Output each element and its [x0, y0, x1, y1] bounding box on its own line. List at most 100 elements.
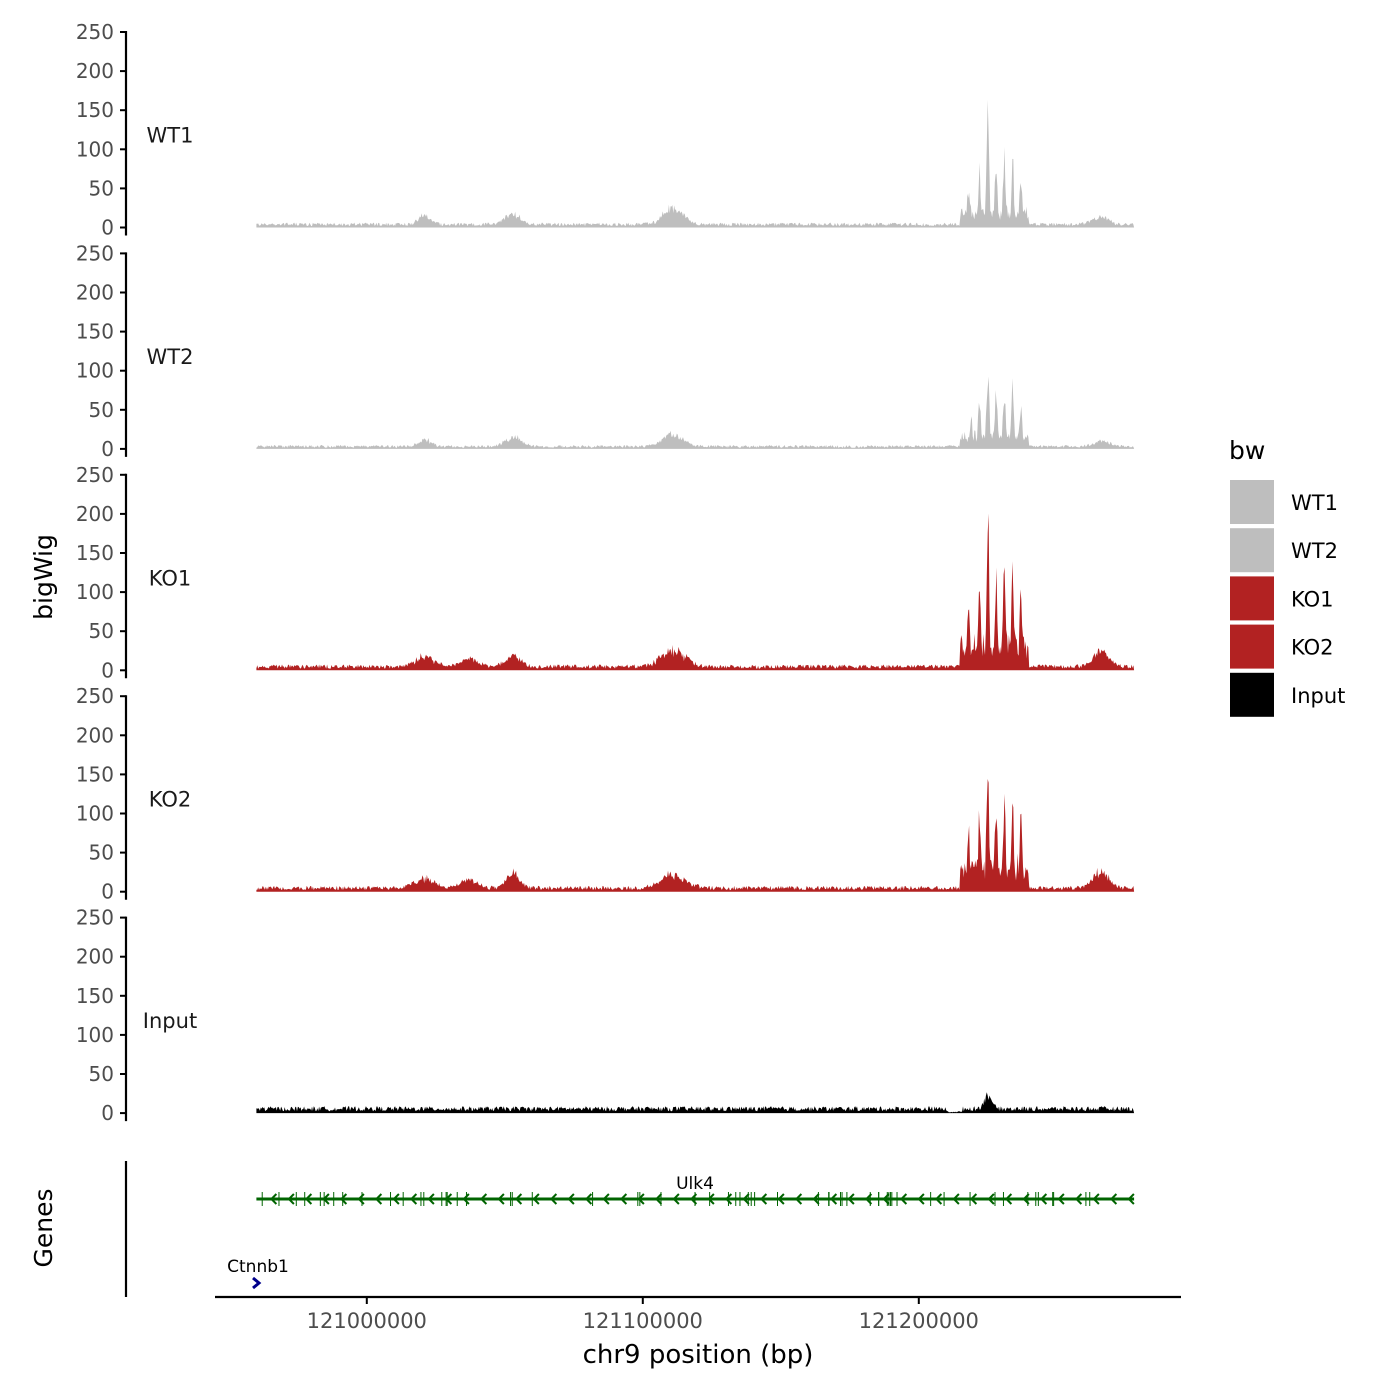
- x-axis: 121000000 121100000 121200000: [215, 1295, 1181, 1333]
- strand-arrow: [654, 1193, 663, 1205]
- strand-arrow: [864, 1193, 873, 1205]
- strand-arrow: [549, 1193, 558, 1205]
- strand-arrow: [794, 1193, 803, 1205]
- strand-arrow: [1039, 1193, 1048, 1205]
- strand-arrow: [479, 1193, 488, 1205]
- legend-swatch: [1230, 624, 1274, 669]
- strand-arrow: [637, 1193, 645, 1205]
- y-tick-label: 100: [76, 802, 114, 826]
- y-tick-label: 50: [89, 1062, 114, 1086]
- y-tick-label: 200: [76, 59, 114, 83]
- x-tick-label: 121100000: [583, 1309, 703, 1333]
- strand-arrow: [847, 1193, 855, 1205]
- strand-arrow: [829, 1193, 838, 1205]
- y-tick-label: 250: [76, 463, 114, 487]
- y-tick-label: 250: [76, 906, 114, 930]
- genes-track-title: Genes: [29, 1188, 58, 1267]
- y-tick-label: 0: [101, 216, 114, 240]
- strand-arrow: [952, 1193, 960, 1205]
- legend-label: Input: [1291, 684, 1345, 708]
- strand-arrow: [269, 1193, 278, 1205]
- y-tick-label: 50: [89, 841, 114, 865]
- strand-arrow: [742, 1193, 750, 1205]
- strand-arrow: [969, 1193, 978, 1205]
- strand-arrow: [1057, 1193, 1065, 1205]
- legend-label: WT2: [1291, 539, 1338, 563]
- strand-arrow: [339, 1193, 348, 1205]
- strand-arrow: [1004, 1193, 1013, 1205]
- strand-arrow: [497, 1193, 505, 1205]
- strand-arrow: [427, 1193, 435, 1205]
- gene-name: Ctnnb1: [227, 1257, 289, 1277]
- strand-arrow: [899, 1193, 908, 1205]
- strand-arrow: [444, 1193, 453, 1205]
- strand-arrow: [602, 1193, 610, 1205]
- y-tick-label: 200: [76, 723, 114, 747]
- gene-ctnnb1: Ctnnb1: [227, 1257, 289, 1290]
- y-axis-title: bigWig: [29, 534, 58, 620]
- track-label: KO1: [149, 566, 192, 590]
- legend-label: KO2: [1291, 636, 1334, 660]
- strand-arrow: [724, 1193, 733, 1205]
- x-tick-label: 121000000: [307, 1309, 427, 1333]
- track-label: WT1: [147, 124, 194, 148]
- strand-arrow: [322, 1193, 330, 1205]
- signal-tracks: 0 50 100 150 200 250 WT1 0 50 100 150 200 250 WT2 0 50 1…: [76, 20, 1135, 1125]
- strand-arrow: [987, 1193, 995, 1205]
- legend-item: KO1: [1230, 576, 1334, 621]
- legend-label: KO1: [1291, 587, 1334, 611]
- strand-arrow: [462, 1193, 470, 1205]
- y-tick-label: 150: [76, 984, 114, 1008]
- strand-arrow: [584, 1193, 593, 1205]
- strand-arrow: [514, 1193, 523, 1205]
- signal-area-input: [256, 1092, 1135, 1114]
- y-tick-label: 250: [76, 241, 114, 265]
- track-ko1: 0 50 100 150 200 250 KO1: [76, 463, 1135, 682]
- y-tick-label: 0: [101, 1101, 114, 1125]
- strand-arrow: [1092, 1193, 1100, 1205]
- strand-arrow: [934, 1193, 943, 1205]
- track-wt1: 0 50 100 150 200 250 WT1: [76, 20, 1135, 240]
- strand-arrow: [689, 1193, 698, 1205]
- legend-label: WT1: [1291, 491, 1338, 515]
- track-wt2: 0 50 100 150 200 250 WT2: [76, 241, 1135, 461]
- y-tick-label: 100: [76, 359, 114, 383]
- track-ko2: 0 50 100 150 200 250 KO2: [76, 684, 1135, 904]
- strand-arrow: [707, 1193, 715, 1205]
- legend-item: WT2: [1230, 528, 1338, 573]
- y-tick-label: 50: [89, 398, 114, 422]
- legend-title: bw: [1229, 436, 1265, 465]
- y-tick-label: 0: [101, 437, 114, 461]
- strand-arrow: [1127, 1193, 1135, 1205]
- y-tick-label: 100: [76, 137, 114, 161]
- strand-arrow: [917, 1193, 925, 1205]
- y-tick-label: 150: [76, 762, 114, 786]
- strand-arrow: [882, 1193, 890, 1205]
- y-tick-label: 250: [76, 684, 114, 708]
- y-tick-label: 0: [101, 658, 114, 682]
- signal-area-wt1: [256, 99, 1135, 228]
- legend-swatch: [1230, 672, 1274, 717]
- strand-arrow: [672, 1193, 680, 1205]
- y-tick-label: 150: [76, 320, 114, 344]
- strand-arrow: [777, 1193, 785, 1205]
- legend-swatch: [1230, 576, 1274, 621]
- strand-arrow: [304, 1193, 313, 1205]
- track-label: KO2: [149, 788, 192, 812]
- y-tick-label: 100: [76, 1023, 114, 1047]
- x-axis-title: chr9 position (bp): [583, 1340, 814, 1370]
- strand-arrow: [619, 1193, 628, 1205]
- genes-track: Ulk4 Ctnnb1: [124, 1161, 1135, 1297]
- signal-area-wt2: [256, 376, 1135, 449]
- legend-item: WT1: [1230, 480, 1338, 524]
- track-input: 0 50 100 150 200 250 Input: [76, 906, 1135, 1125]
- y-tick-label: 200: [76, 281, 114, 305]
- signal-area-ko1: [256, 513, 1135, 671]
- y-tick-label: 250: [76, 20, 114, 44]
- strand-arrow: [812, 1193, 820, 1205]
- strand-arrow: [1022, 1193, 1030, 1205]
- legend-swatch: [1230, 480, 1274, 524]
- gene-name: Ulk4: [676, 1174, 714, 1194]
- legend-item: Input: [1230, 672, 1345, 717]
